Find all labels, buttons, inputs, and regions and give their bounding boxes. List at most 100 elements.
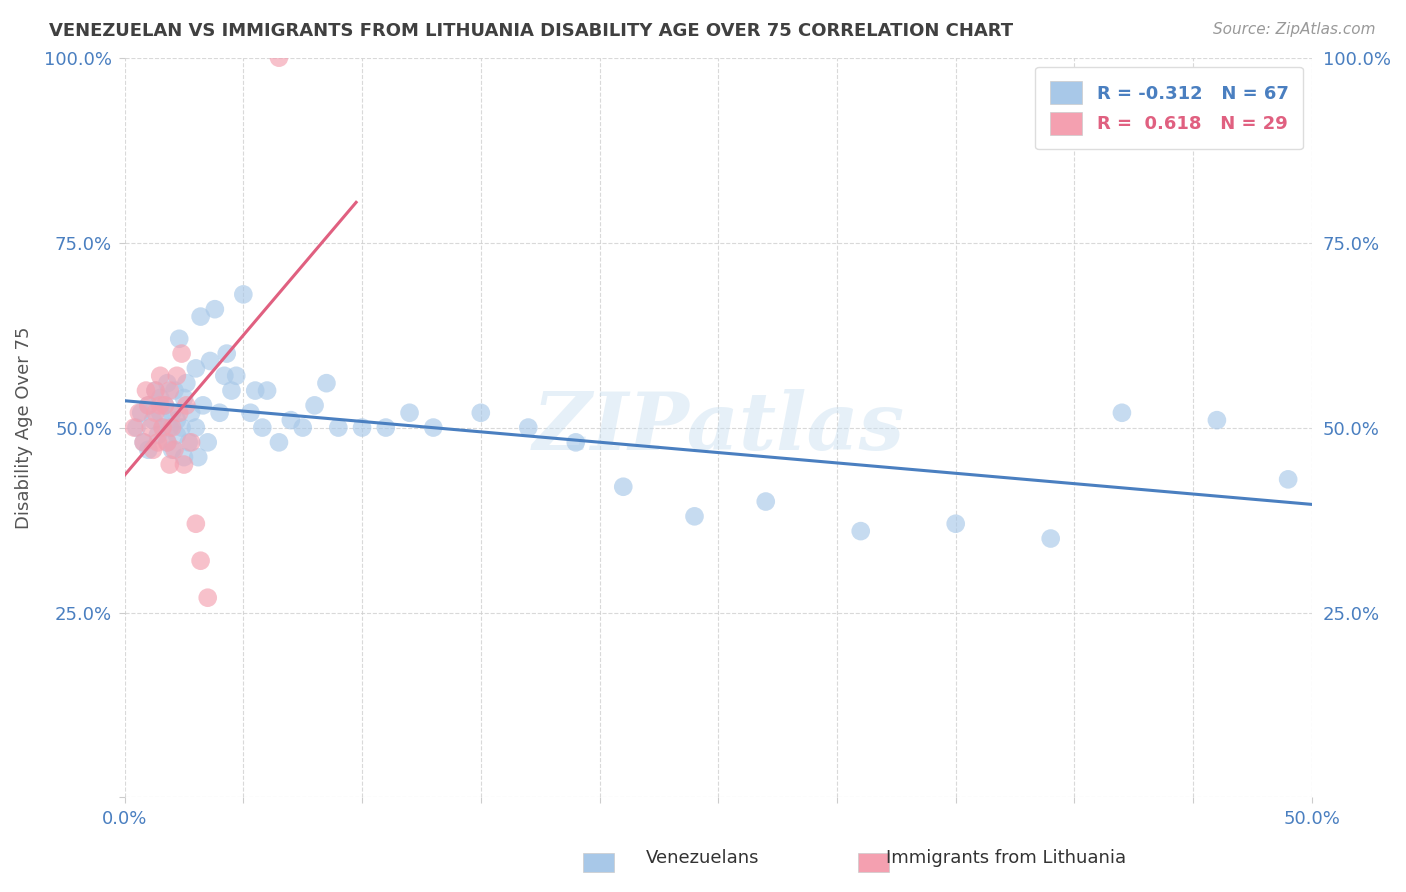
Point (252, 420, 274, 434)
Point (145, 384, 167, 398)
Point (177, 435, 200, 450)
Point (135, 384, 157, 398)
Point (166, 368, 188, 383)
Point (149, 368, 172, 383)
Point (166, 413, 188, 427)
Point (197, 435, 219, 450)
Point (139, 420, 162, 434)
Point (190, 310, 212, 324)
Point (159, 384, 181, 398)
Point (159, 420, 181, 434)
Point (173, 391, 195, 405)
Point (197, 591, 219, 605)
Point (267, 435, 290, 450)
Point (267, 51, 290, 65)
Point (132, 435, 155, 450)
Point (138, 442, 160, 457)
Point (315, 376, 337, 391)
Point (374, 420, 396, 434)
Point (280, 413, 302, 427)
Point (149, 398, 172, 412)
Legend: R = -0.312   N = 67, R =  0.618   N = 29: R = -0.312 N = 67, R = 0.618 N = 29 (1035, 67, 1303, 149)
Point (138, 398, 160, 412)
Point (352, 420, 374, 434)
Point (683, 509, 706, 524)
Point (849, 524, 872, 538)
Point (1277, 472, 1299, 486)
Point (160, 442, 183, 457)
Point (204, 302, 226, 317)
Point (239, 406, 262, 420)
Point (256, 384, 278, 398)
Point (517, 420, 540, 434)
Y-axis label: Disability Age Over 75: Disability Age Over 75 (15, 326, 32, 529)
Point (160, 406, 183, 420)
Point (180, 406, 202, 420)
Text: Immigrants from Lithuania: Immigrants from Lithuania (886, 849, 1126, 867)
Point (159, 458, 181, 472)
Point (173, 458, 195, 472)
Point (163, 384, 186, 398)
Point (184, 516, 207, 531)
Point (170, 346, 193, 360)
Point (132, 435, 155, 450)
Point (191, 398, 214, 412)
Point (176, 398, 198, 412)
Point (170, 420, 193, 434)
Point (422, 420, 444, 434)
Point (173, 450, 195, 465)
Point (945, 516, 967, 531)
Point (153, 398, 176, 412)
Point (149, 391, 172, 405)
Point (160, 420, 183, 434)
Text: VENEZUELAN VS IMMIGRANTS FROM LITHUANIA DISABILITY AGE OVER 75 CORRELATION CHART: VENEZUELAN VS IMMIGRANTS FROM LITHUANIA … (49, 22, 1014, 40)
Point (221, 384, 243, 398)
Point (208, 406, 231, 420)
Point (1206, 413, 1229, 427)
Point (214, 368, 236, 383)
Point (166, 428, 188, 442)
Point (156, 376, 179, 391)
Point (215, 346, 238, 360)
Point (184, 420, 207, 434)
Point (129, 406, 152, 420)
Point (565, 435, 588, 450)
Point (190, 554, 212, 568)
Point (152, 420, 174, 434)
Point (163, 442, 186, 457)
Text: ZIPatlas: ZIPatlas (533, 389, 904, 467)
Point (149, 406, 172, 420)
Point (291, 420, 314, 434)
Point (138, 398, 160, 412)
Point (245, 384, 267, 398)
Point (1039, 532, 1062, 546)
Point (156, 435, 179, 450)
Point (142, 442, 165, 457)
Point (146, 428, 169, 442)
Point (125, 420, 148, 434)
Point (128, 406, 150, 420)
Point (122, 420, 145, 434)
Point (198, 354, 221, 368)
Point (304, 398, 326, 412)
Point (156, 435, 179, 450)
Point (153, 398, 176, 412)
Point (225, 368, 247, 383)
Point (145, 406, 167, 420)
Point (184, 361, 207, 376)
Point (180, 435, 202, 450)
Point (145, 384, 167, 398)
Point (142, 413, 165, 427)
Point (167, 406, 190, 420)
Text: Venezuelans: Venezuelans (647, 849, 759, 867)
Point (187, 450, 209, 465)
Point (470, 406, 492, 420)
Point (152, 420, 174, 434)
Point (755, 494, 778, 508)
Point (167, 332, 190, 346)
Point (176, 376, 198, 391)
Point (232, 287, 254, 301)
Point (146, 435, 169, 450)
Point (612, 480, 634, 494)
Point (1111, 406, 1133, 420)
